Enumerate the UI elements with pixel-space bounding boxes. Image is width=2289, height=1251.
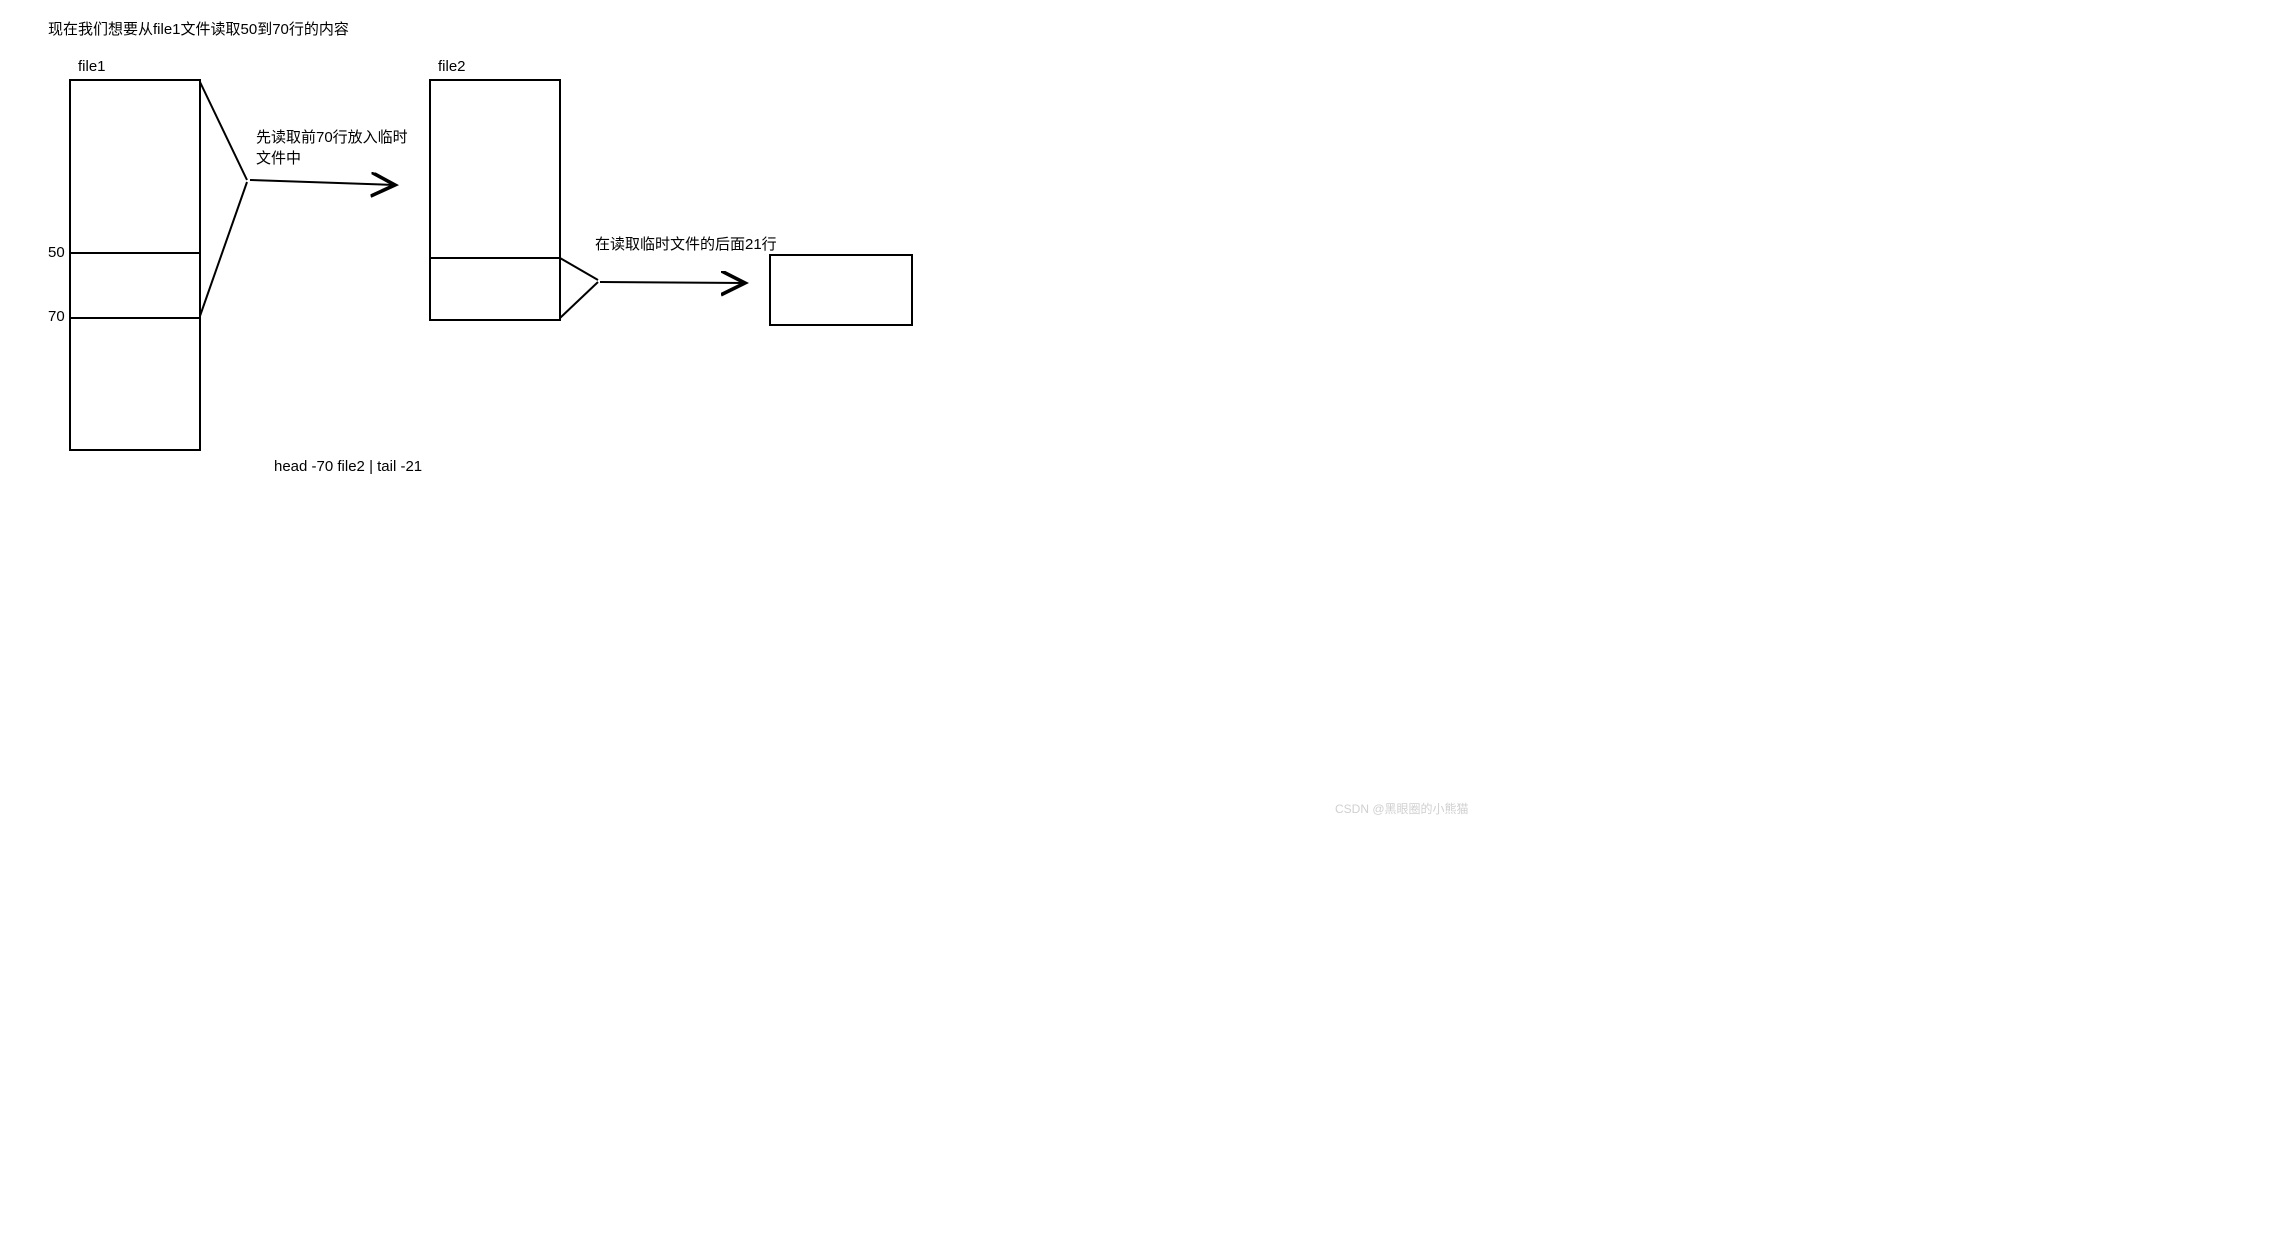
diagram-title: 现在我们想要从file1文件读取50到70行的内容 <box>48 18 349 39</box>
file2-rect <box>430 80 560 320</box>
arrow1-text-line2: 文件中 <box>256 147 301 168</box>
arrow1-text-line1: 先读取前70行放入临时 <box>256 126 408 147</box>
arrow2-text: 在读取临时文件的后面21行 <box>595 233 777 254</box>
file1-rect <box>70 80 200 450</box>
row-mark-50: 50 <box>48 244 65 261</box>
watermark-text: CSDN @黑眼圈的小熊猫 <box>1335 800 1469 817</box>
arrow1 <box>250 180 395 185</box>
file2-label: file2 <box>438 58 466 75</box>
bracket2-top <box>560 258 598 280</box>
diagram-canvas <box>0 0 1500 820</box>
result-rect <box>770 255 912 325</box>
file1-label: file1 <box>78 58 106 75</box>
bracket1-top <box>200 82 247 180</box>
bracket1-bottom <box>200 182 247 316</box>
row-mark-70: 70 <box>48 308 65 325</box>
command-text: head -70 file2 | tail -21 <box>274 458 422 475</box>
arrow2 <box>600 282 745 283</box>
bracket2-bottom <box>560 282 598 318</box>
